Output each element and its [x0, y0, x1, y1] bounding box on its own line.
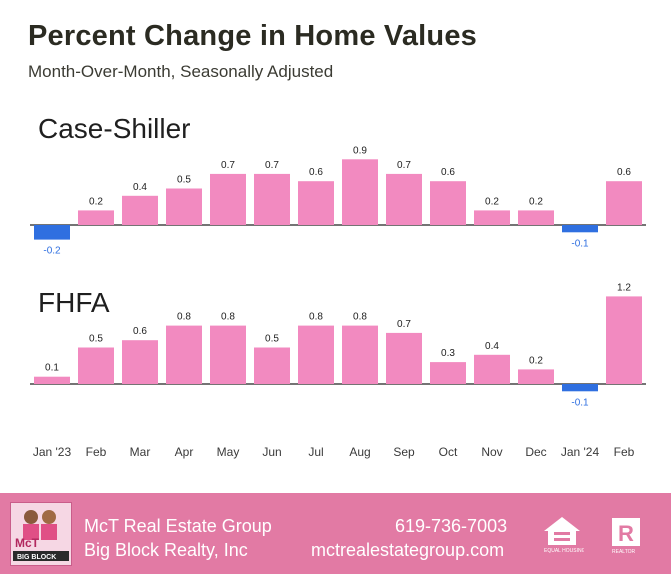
fhfa-data-label: 0.4 — [485, 341, 499, 352]
fhfa-data-label: 0.2 — [529, 355, 543, 366]
x-tick-label: Sep — [393, 445, 415, 459]
cs-bar — [386, 173, 422, 225]
x-tick-label: Mar — [130, 445, 151, 459]
cs-data-label: -0.2 — [43, 246, 61, 257]
fhfa-data-label: -0.1 — [571, 397, 589, 408]
svg-text:EQUAL HOUSING: EQUAL HOUSING — [544, 548, 584, 554]
cs-data-label: 0.7 — [221, 160, 235, 171]
x-tick-label: Jan '24 — [561, 445, 600, 459]
fhfa-data-label: 0.7 — [397, 319, 411, 330]
fhfa-bar — [166, 325, 202, 384]
x-tick-label: Jul — [308, 445, 323, 459]
svg-text:R: R — [618, 521, 634, 546]
fhfa-data-label: 0.8 — [353, 312, 367, 323]
fhfa-bar — [518, 369, 554, 384]
chart-subtitle: Month-Over-Month, Seasonally Adjusted — [28, 62, 334, 81]
mct-big-block-logo: McT BIG BLOCK — [10, 502, 72, 566]
fhfa-panel: 0.1 0.5 0.6 0.8 0.8 0.5 0.8 0.8 0.7 0.3 0.4 0.2 -0.1… — [30, 282, 646, 408]
cs-data-label: 0.2 — [89, 196, 103, 207]
website: mctrealestategroup.com — [311, 540, 505, 560]
cs-data-label: 0.7 — [265, 160, 279, 171]
cs-data-label: 0.6 — [617, 167, 631, 178]
fhfa-bar — [122, 340, 158, 384]
footer-bar: McT BIG BLOCK McT Real Estate Group Big … — [0, 493, 671, 574]
cs-bar — [562, 225, 598, 233]
equal-housing-opportunity-icon: EQUAL HOUSING — [540, 515, 586, 555]
svg-text:McT: McT — [15, 536, 40, 550]
fhfa-data-label: 0.8 — [309, 312, 323, 323]
x-tick-label: Apr — [175, 445, 194, 459]
cs-bar — [474, 210, 510, 225]
brokerage-name: Big Block Realty, Inc — [84, 540, 248, 560]
cs-data-label: 0.7 — [397, 160, 411, 171]
x-tick-label: Jan '23 — [33, 445, 72, 459]
cs-bar — [254, 173, 290, 225]
fhfa-bar — [386, 332, 422, 384]
fhfa-data-label: 0.8 — [221, 312, 235, 323]
fhfa-title: FHFA — [38, 287, 110, 318]
cs-bar — [298, 181, 334, 225]
cs-bar — [342, 159, 378, 225]
cs-data-label: 0.2 — [529, 196, 543, 207]
company-name: McT Real Estate Group — [84, 516, 272, 536]
fhfa-data-label: 0.5 — [265, 334, 279, 345]
fhfa-bar — [606, 296, 642, 384]
chart-title: Percent Change in Home Values — [28, 20, 477, 52]
fhfa-bar — [78, 347, 114, 384]
fhfa-bar — [254, 347, 290, 384]
cs-data-label: 0.2 — [485, 196, 499, 207]
cs-data-label: 0.9 — [353, 145, 367, 156]
x-tick-label: Feb — [86, 445, 107, 459]
cs-data-label: 0.4 — [133, 182, 147, 193]
case-shiller-title: Case-Shiller — [38, 113, 191, 144]
cs-bar — [606, 181, 642, 225]
fhfa-bar — [298, 325, 334, 384]
fhfa-data-label: 0.3 — [441, 348, 455, 359]
cs-bar — [122, 195, 158, 225]
x-tick-label: Aug — [349, 445, 370, 459]
realtor-icon: R REALTOR — [610, 517, 642, 555]
fhfa-data-label: 0.6 — [133, 326, 147, 337]
cs-data-label: 0.6 — [441, 167, 455, 178]
cs-data-label: 0.6 — [309, 167, 323, 178]
fhfa-bar — [562, 384, 598, 392]
cs-bar — [430, 181, 466, 225]
fhfa-data-label: 0.8 — [177, 312, 191, 323]
fhfa-bar — [430, 362, 466, 384]
fhfa-bar — [342, 325, 378, 384]
x-tick-label: Dec — [525, 445, 546, 459]
cs-data-label: -0.1 — [571, 238, 589, 249]
cs-bar — [166, 188, 202, 225]
x-tick-label: Jun — [262, 445, 281, 459]
svg-text:REALTOR: REALTOR — [612, 549, 636, 555]
cs-bar — [518, 210, 554, 225]
fhfa-data-label: 0.5 — [89, 334, 103, 345]
x-tick-label: Feb — [614, 445, 635, 459]
cs-bar — [78, 210, 114, 225]
fhfa-bar — [34, 376, 70, 384]
x-axis-ticks: Jan '23 Feb Mar Apr May Jun Jul Aug Sep Oct Nov Dec… — [33, 445, 635, 459]
fhfa-bar — [210, 325, 246, 384]
svg-text:BIG BLOCK: BIG BLOCK — [17, 554, 56, 561]
x-tick-label: Nov — [481, 445, 502, 459]
cs-bar — [34, 225, 70, 240]
phone-number: 619-736-7003 — [395, 516, 508, 536]
cs-bar — [210, 173, 246, 225]
x-tick-label: Oct — [439, 445, 458, 459]
case-shiller-panel: -0.2 0.2 0.4 0.5 0.7 0.7 0.6 0.9 0.7 0.6 0.2 0.2 -0.… — [30, 145, 646, 257]
fhfa-bar — [474, 354, 510, 384]
x-tick-label: May — [217, 445, 240, 459]
cs-data-label: 0.5 — [177, 175, 191, 186]
fhfa-data-label: 0.1 — [45, 363, 59, 374]
fhfa-data-label: 1.2 — [617, 282, 631, 293]
charts-area: Case-Shiller FHFA -0.2 0.2 0.4 0.5 0.7 0.7 0.6… — [30, 113, 646, 459]
